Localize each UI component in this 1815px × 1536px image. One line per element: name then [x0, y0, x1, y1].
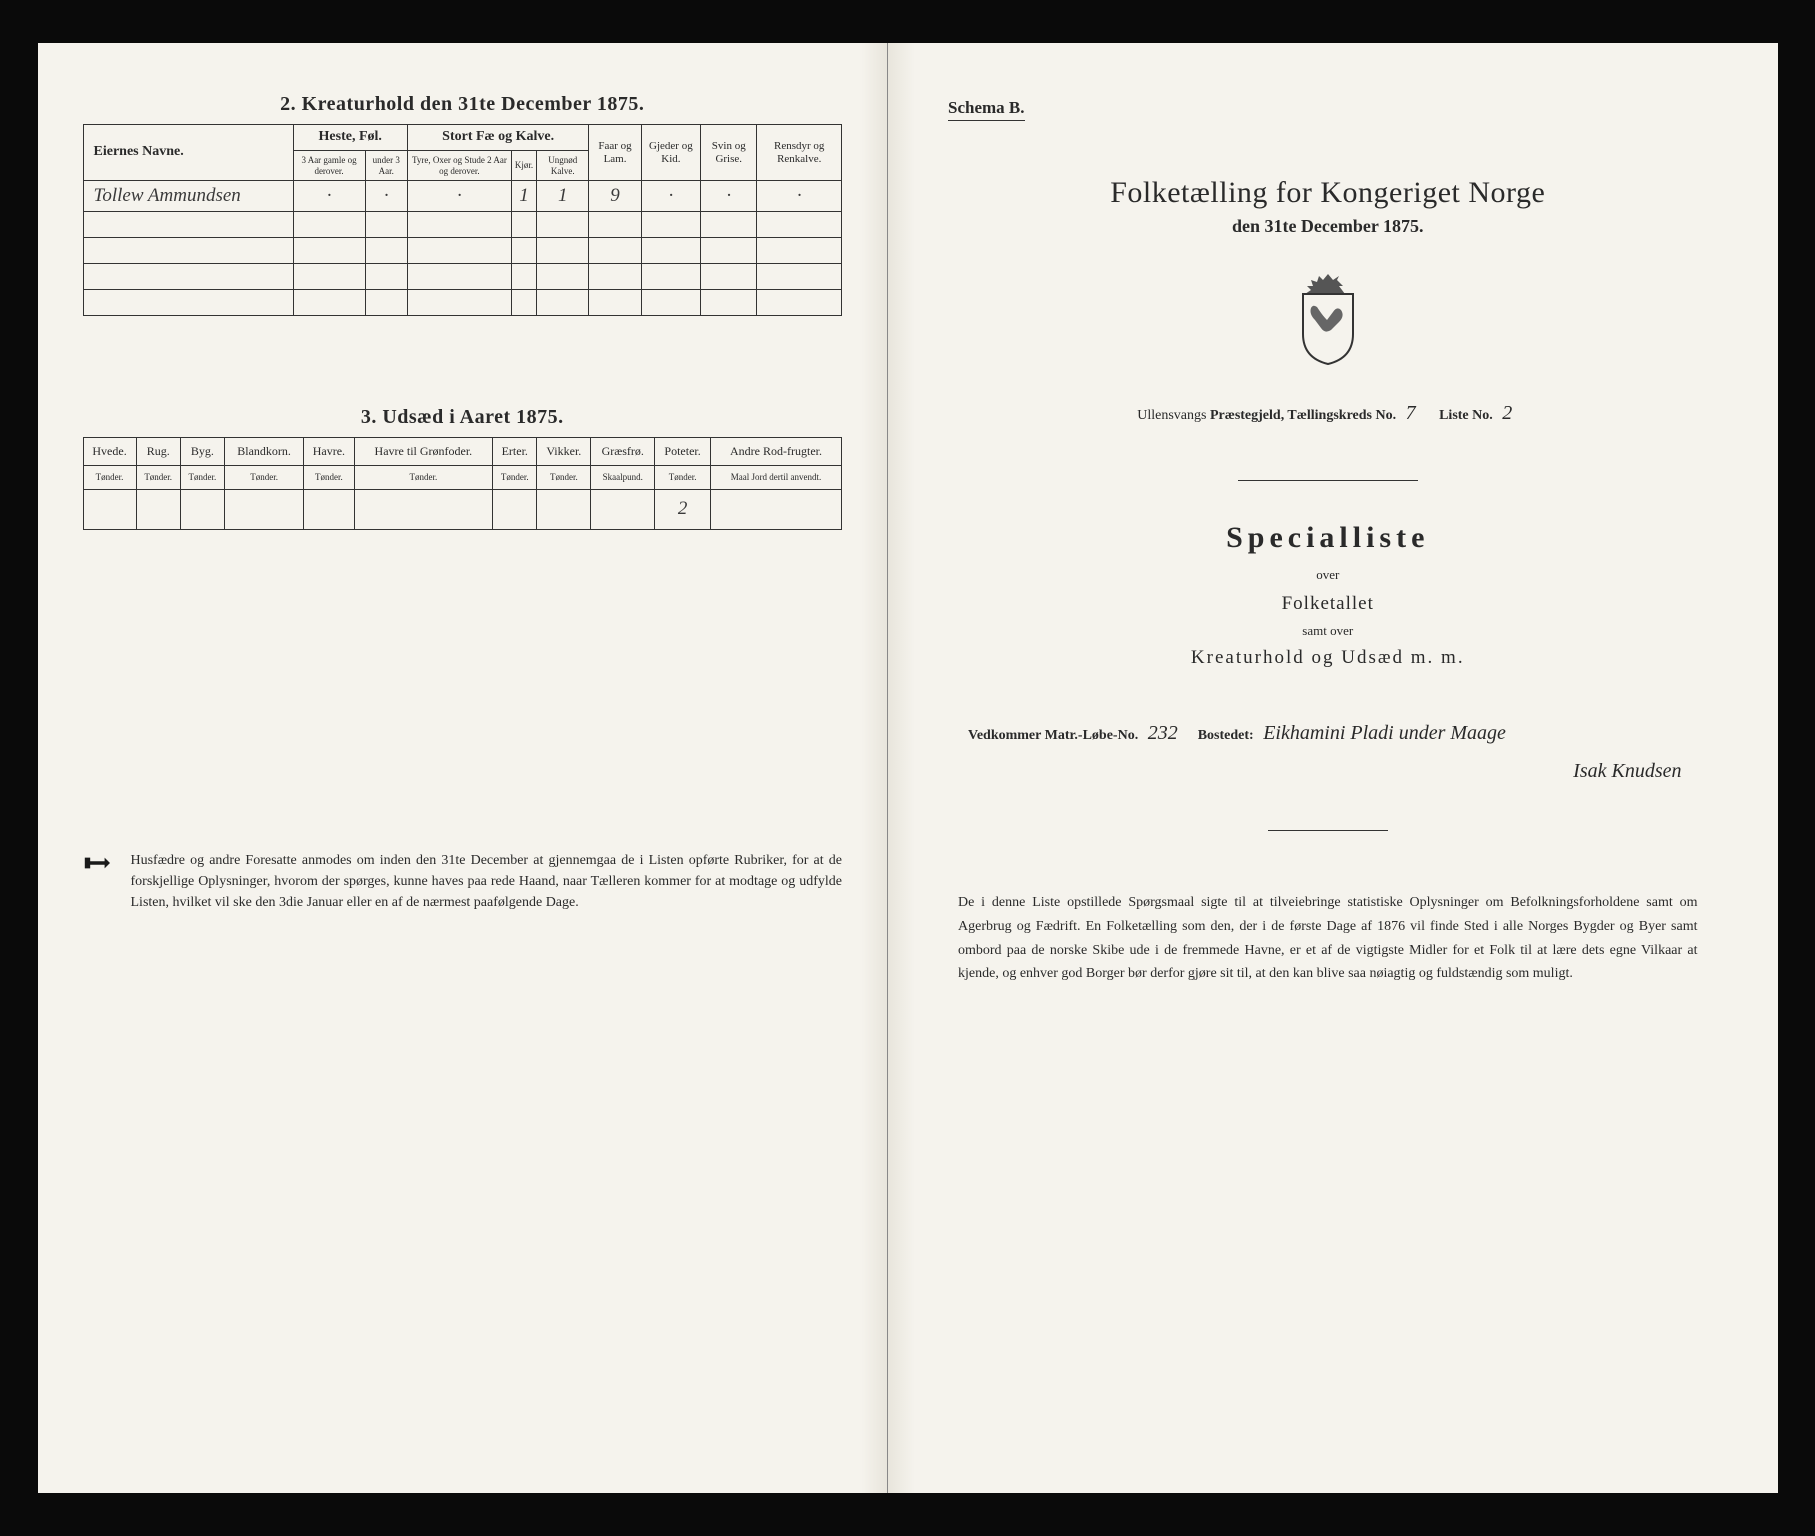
left-page: 2. Kreaturhold den 31te December 1875. E…	[38, 43, 889, 1493]
census-date: den 31te December 1875.	[948, 216, 1708, 237]
kreds-no: 7	[1400, 402, 1422, 424]
section-3-udsaed: 3. Udsæd i Aaret 1875. Hvede. Rug. Byg. …	[83, 406, 843, 529]
unit: Tønder.	[493, 465, 537, 489]
col-heste-a: 3 Aar gamle og derover.	[293, 150, 365, 181]
col-stort-b: Kjør.	[511, 150, 536, 181]
unit: Skaalpund.	[591, 465, 655, 489]
col-heste-b: under 3 Aar.	[365, 150, 407, 181]
cell: ·	[365, 181, 407, 212]
liste-no: 2	[1496, 402, 1518, 424]
bosted-2: Isak Knudsen	[1567, 760, 1687, 782]
bottom-paragraph: De i denne Liste opstillede Spørgsmaal s…	[948, 891, 1708, 986]
table-row: 2	[83, 489, 842, 529]
over-label: over	[948, 567, 1708, 583]
cell: ·	[293, 181, 365, 212]
bosted-1: Eikhamini Pladi under Maage	[1257, 722, 1512, 744]
liste-label: Liste No.	[1439, 408, 1493, 423]
kreaturhold-label: Kreaturhold og Udsæd m. m.	[948, 647, 1708, 669]
unit: Tønder.	[83, 465, 136, 489]
col-havreg: Havre til Grønfoder.	[354, 438, 493, 465]
cell-poteter: 2	[655, 489, 711, 529]
col-faar: Faar og Lam.	[589, 125, 641, 181]
unit: Tønder.	[354, 465, 493, 489]
pointing-hand-icon	[83, 852, 119, 874]
col-graes: Græsfrø.	[591, 438, 655, 465]
folketallet-label: Folketallet	[948, 593, 1708, 615]
col-stort-c: Ungnød Kalve.	[537, 150, 589, 181]
cell: ·	[701, 181, 757, 212]
coat-of-arms	[948, 272, 1708, 372]
unit: Tønder.	[537, 465, 591, 489]
left-footnote: Husfædre og andre Foresatte anmodes om i…	[83, 850, 843, 913]
table-row	[83, 264, 842, 290]
unit: Tønder.	[225, 465, 304, 489]
table-row: Tollew Ammundsen · · · 1 1 9 · · ·	[83, 181, 842, 212]
udsaed-table: Hvede. Rug. Byg. Blandkorn. Havre. Havre…	[83, 437, 843, 529]
bosted-label: Bostedet:	[1198, 728, 1254, 743]
col-erter: Erter.	[493, 438, 537, 465]
col-hvede: Hvede.	[83, 438, 136, 465]
col-andre: Andre Rod-frugter.	[710, 438, 841, 465]
col-heste: Heste, Føl.	[293, 125, 407, 151]
cell: ·	[641, 181, 700, 212]
samt-label: samt over	[948, 623, 1708, 639]
cell: ·	[407, 181, 511, 212]
owner-name: Tollew Ammundsen	[83, 181, 293, 212]
col-poteter: Poteter.	[655, 438, 711, 465]
table-row	[83, 212, 842, 238]
schema-label: Schema B.	[948, 98, 1025, 121]
cell: 1	[537, 181, 589, 212]
unit: Tønder.	[304, 465, 354, 489]
district-line: Ullensvangs Præstegjeld, Tællingskreds N…	[948, 402, 1708, 425]
col-stort-a: Tyre, Oxer og Stude 2 Aar og derover.	[407, 150, 511, 181]
table-row	[83, 238, 842, 264]
table-row	[83, 290, 842, 316]
footnote-text: Husfædre og andre Foresatte anmodes om i…	[131, 850, 843, 913]
vedkommer-line: Vedkommer Matr.-Løbe-No. 232 Bostedet: E…	[968, 714, 1688, 790]
document-spread: 2. Kreaturhold den 31te December 1875. E…	[38, 43, 1778, 1493]
col-name: Eiernes Navne.	[83, 125, 293, 181]
col-rug: Rug.	[136, 438, 180, 465]
col-ren: Rensdyr og Renkalve.	[757, 125, 842, 181]
divider	[1268, 830, 1388, 831]
unit: Tønder.	[655, 465, 711, 489]
unit: Tønder.	[136, 465, 180, 489]
col-gjeder: Gjeder og Kid.	[641, 125, 700, 181]
col-svin: Svin og Grise.	[701, 125, 757, 181]
cell: 9	[589, 181, 641, 212]
norway-crest-icon	[1289, 272, 1367, 367]
unit: Tønder.	[180, 465, 224, 489]
section-3-title: 3. Udsæd i Aaret 1875.	[83, 406, 843, 429]
matr-no: 232	[1142, 722, 1184, 744]
kreaturhold-table: Eiernes Navne. Heste, Føl. Stort Fæ og K…	[83, 124, 843, 316]
specialliste-title: Specialliste	[948, 521, 1708, 555]
col-bland: Blandkorn.	[225, 438, 304, 465]
praeste-label: Præstegjeld, Tællingskreds No.	[1210, 408, 1396, 423]
matr-label: Vedkommer Matr.-Løbe-No.	[968, 728, 1138, 743]
unit: Maal Jord dertil anvendt.	[710, 465, 841, 489]
right-page: Schema B. Folketælling for Kongeriget No…	[888, 43, 1778, 1493]
place-name: Ullensvangs	[1137, 408, 1206, 423]
col-vikker: Vikker.	[537, 438, 591, 465]
census-title: Folketælling for Kongeriget Norge	[948, 176, 1708, 210]
cell: ·	[757, 181, 842, 212]
col-havre: Havre.	[304, 438, 354, 465]
divider	[1238, 480, 1418, 481]
col-byg: Byg.	[180, 438, 224, 465]
section-2-title: 2. Kreaturhold den 31te December 1875.	[83, 93, 843, 116]
col-stort: Stort Fæ og Kalve.	[407, 125, 588, 151]
cell: 1	[511, 181, 536, 212]
section-2-kreaturhold: 2. Kreaturhold den 31te December 1875. E…	[83, 93, 843, 316]
